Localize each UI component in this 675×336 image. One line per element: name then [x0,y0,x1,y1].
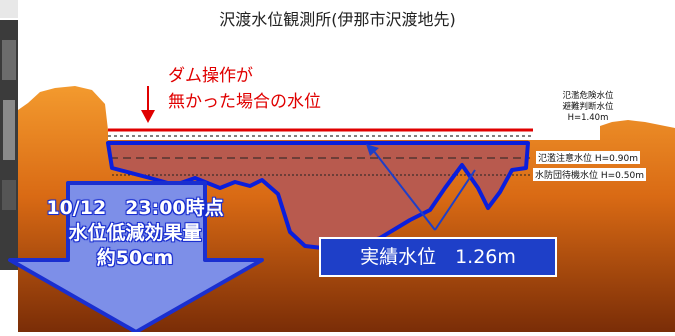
reduction-arrow-icon [8,181,264,334]
photo-thumbnail [0,0,18,270]
caution-level-label: 氾濫注意水位 H=0.90m [536,151,640,164]
actual-level-pointer [366,144,476,231]
actual-level-label: 実績水位 1.26m [319,237,557,277]
dam-note-arrow [141,86,155,123]
page-title: 沢渡水位観測所(伊那市沢渡地先) [219,10,456,29]
danger-level-line [108,132,532,137]
water-area [108,143,528,250]
danger-level-label: 氾濫危険水位 避難判断水位 H=1.40m [562,91,614,123]
reduction-effect-text: 10/12 23:00時点 水位低減効果量 約50cm [46,197,224,269]
no-dam-level-note: ダム操作が 無かった場合の水位 [168,66,321,112]
standby-level-label: 水防団待機水位 H=0.50m [533,168,646,181]
